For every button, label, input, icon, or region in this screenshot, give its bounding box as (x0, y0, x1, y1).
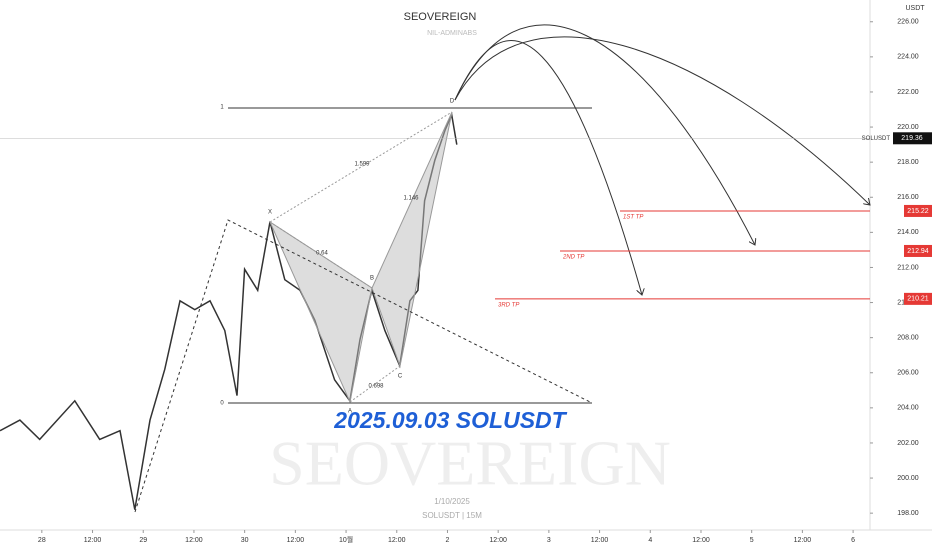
x-tick-label: 5 (750, 537, 754, 544)
y-tick-label: 198.00 (897, 510, 919, 517)
target-tag (904, 292, 932, 305)
x-tick-label: 10월 (339, 535, 353, 544)
y-tick-label: 204.00 (897, 405, 919, 412)
y-tick-label: 212.00 (897, 264, 919, 271)
pattern-label: C (398, 374, 403, 380)
pattern-label: A (348, 409, 352, 415)
x-tick-label: 12:00 (591, 537, 609, 544)
y-tick-label: 218.00 (897, 159, 919, 166)
y-tick-label: 202.00 (897, 440, 919, 447)
y-tick-label: 208.00 (897, 334, 919, 341)
pattern-line (269, 111, 453, 223)
ratio-label: 0.64 (316, 251, 328, 257)
x-tick-label: 29 (139, 537, 147, 544)
y-tick-label: 214.00 (897, 229, 919, 236)
x-tick-label: 12:00 (185, 537, 203, 544)
pattern-label: B (370, 276, 374, 282)
y-tick-label: 224.00 (897, 54, 919, 61)
watermark: SEOVEREIGN (269, 428, 671, 499)
x-tick-label: 12:00 (84, 537, 102, 544)
ratio-label: 0.698 (368, 384, 384, 390)
annotation: 2025.09.03 SOLUSDT (333, 407, 567, 433)
x-tick-label: 28 (38, 537, 46, 544)
target-tag (904, 204, 932, 217)
x-tick-label: 30 (241, 537, 249, 544)
y-tick-label: 206.00 (897, 370, 919, 377)
pattern-label: D (450, 99, 455, 105)
pattern-triangle (371, 111, 453, 368)
target-tag-label: 210.21 (907, 296, 929, 303)
x-tick-label: 12:00 (794, 537, 812, 544)
pattern-label: X (268, 210, 272, 216)
target-label: 1ST TP (623, 215, 643, 221)
x-tick-label: 3 (547, 537, 551, 544)
target-label: 2ND TP (562, 255, 584, 261)
currency: USDT (905, 5, 925, 12)
target-label: 3RD TP (498, 302, 519, 308)
target-tag (904, 244, 932, 257)
y-tick-label: 216.00 (897, 194, 919, 201)
y-tick-label: 226.00 (897, 19, 919, 26)
x-tick-label: 12:00 (388, 537, 406, 544)
x-tick-label: 4 (648, 537, 652, 544)
price-tag-label: 219.36 (901, 135, 923, 142)
target-tag-label: 212.94 (907, 248, 929, 255)
y-tick-label: 200.00 (897, 475, 919, 482)
footer: SOLUSDT | 15M (422, 511, 482, 520)
subtitle: NIL-ADMINABS (427, 30, 477, 37)
target-tag-label: 215.22 (907, 208, 929, 215)
fib-label: 0 (220, 401, 224, 407)
chart-title: SEOVEREIGN (404, 11, 477, 23)
ratio-label: 1.146 (403, 196, 419, 202)
y-tick-label: 220.00 (897, 124, 919, 131)
projection-arrow (454, 36, 870, 205)
trend-line (134, 219, 593, 513)
x-tick-label: 12:00 (287, 537, 305, 544)
ratio-label: 1.599 (354, 162, 370, 168)
y-tick-label: 222.00 (897, 89, 919, 96)
projection-arrow (454, 40, 642, 295)
fib-label: 1 (220, 105, 224, 111)
pattern-line (269, 221, 373, 289)
x-tick-label: 6 (851, 537, 855, 544)
x-tick-label: 12:00 (692, 537, 710, 544)
harmonic-pattern (134, 24, 870, 513)
price-tag (893, 132, 932, 145)
date-label: 1/10/2025 (434, 497, 470, 506)
x-tick-label: 12:00 (489, 537, 507, 544)
x-tick-label: 2 (446, 537, 450, 544)
symbol-label: SOLUSDT (862, 136, 891, 142)
